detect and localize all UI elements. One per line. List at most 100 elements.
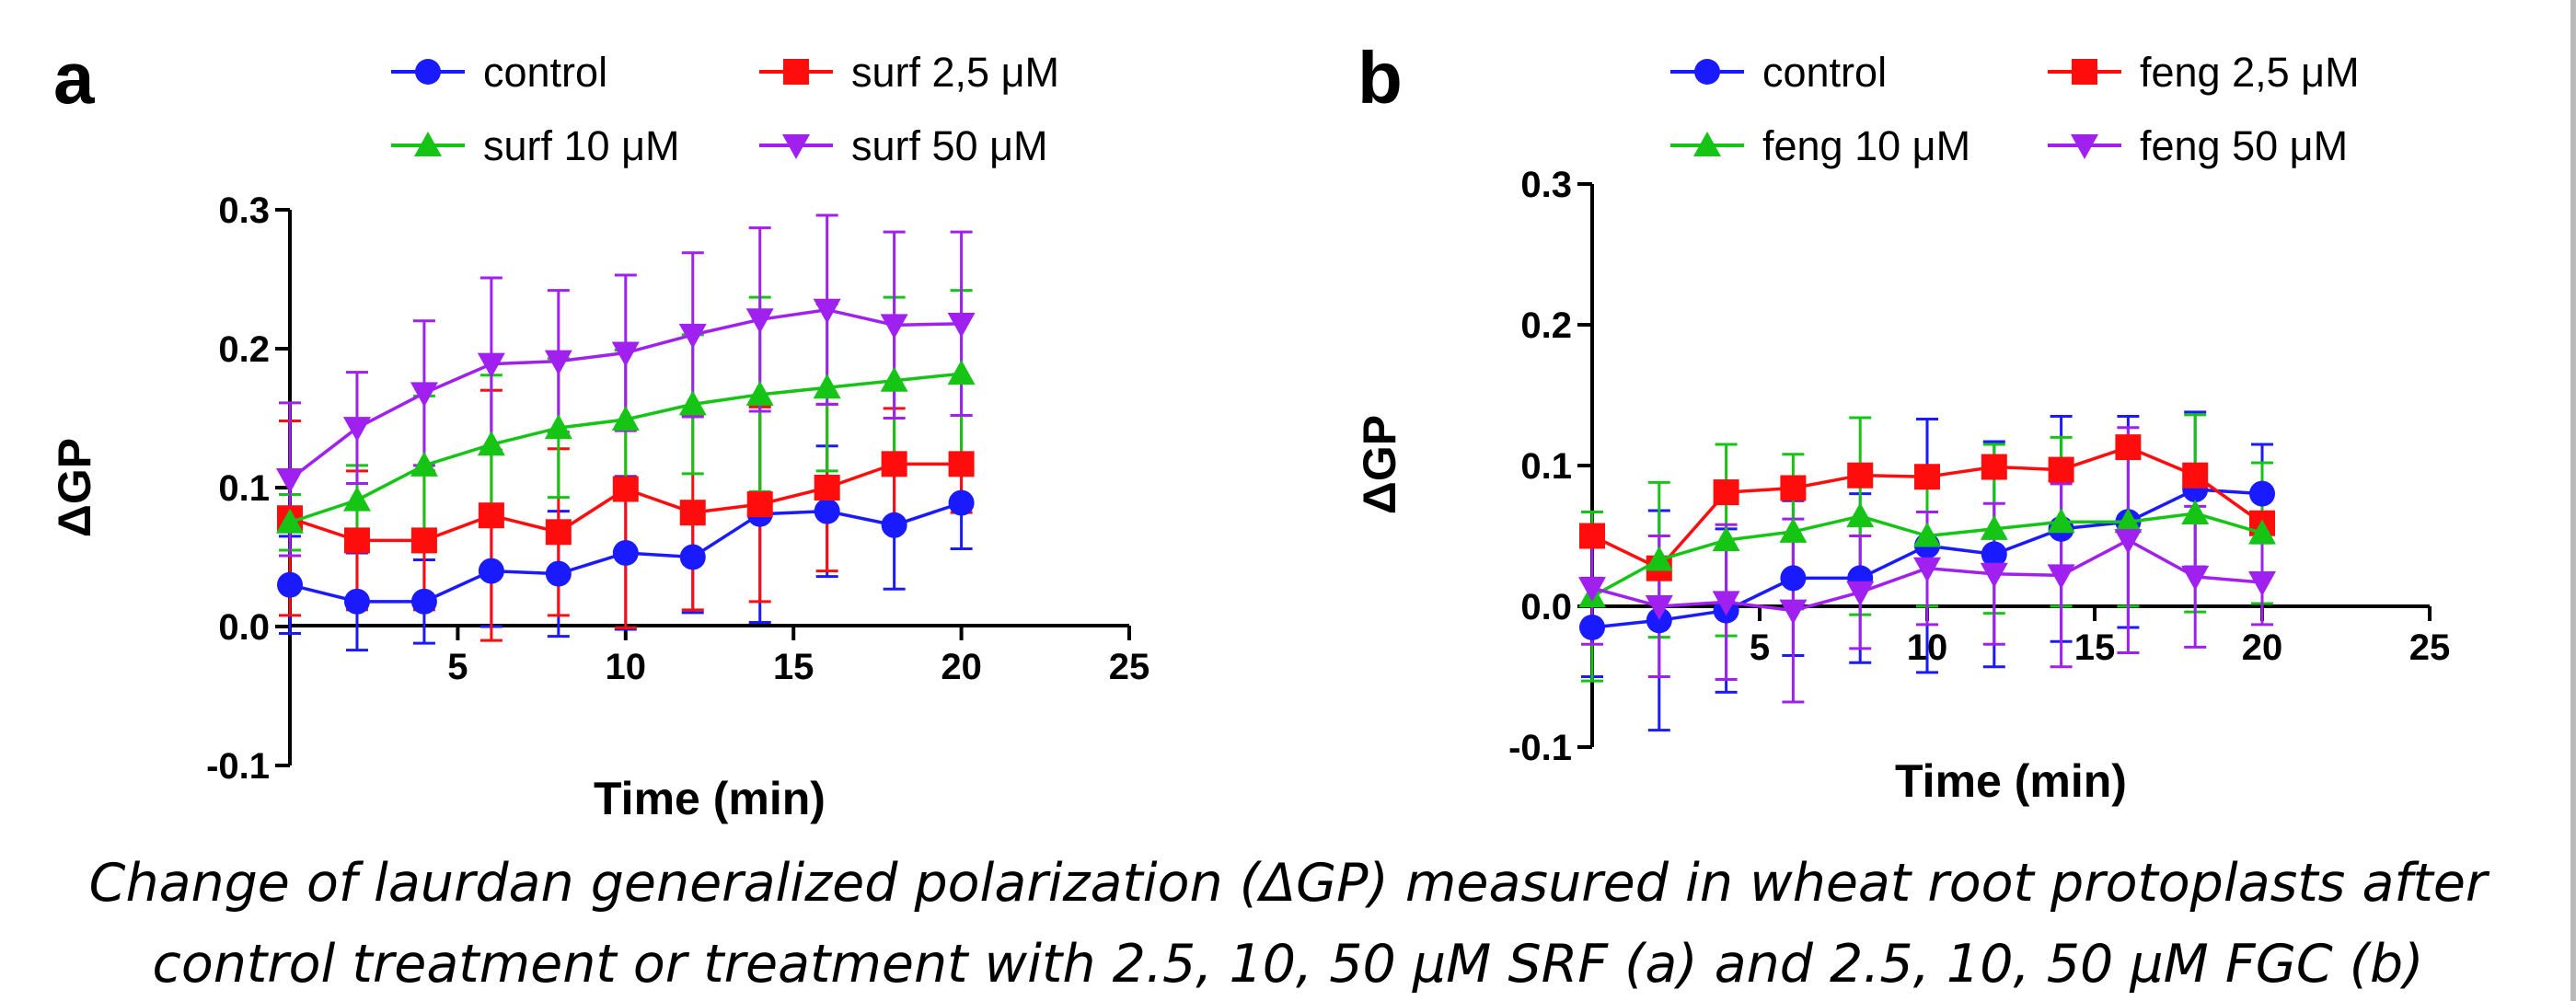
data-point	[745, 308, 774, 334]
data-point	[1846, 502, 1875, 528]
data-point	[276, 508, 304, 534]
data-point	[679, 500, 706, 526]
data-point	[2047, 564, 2075, 590]
y-tick-label: 0.3	[1520, 165, 1572, 205]
page-edge-divider	[2570, 0, 2576, 1001]
data-point	[746, 491, 773, 518]
data-point	[2248, 570, 2276, 596]
data-point	[881, 512, 907, 538]
data-point	[745, 380, 774, 406]
data-point	[342, 486, 371, 512]
legend-marker	[782, 134, 810, 159]
data-point	[1846, 581, 1875, 606]
data-point	[277, 571, 303, 598]
legend-marker	[414, 132, 442, 156]
data-point	[2048, 456, 2074, 483]
data-point	[410, 382, 438, 408]
data-point	[410, 527, 437, 554]
data-point	[1913, 522, 1941, 547]
data-point	[1980, 562, 2008, 588]
data-point	[813, 298, 841, 324]
data-point	[612, 539, 639, 566]
data-point	[1579, 614, 1605, 640]
legend-label: feng 10 μM	[1762, 122, 1970, 169]
data-point	[678, 323, 707, 349]
y-tick-label: 0.1	[1520, 446, 1572, 487]
data-point	[1712, 591, 1740, 616]
data-point	[1645, 546, 1673, 571]
data-point	[947, 312, 976, 338]
legend-label: surf 50 μM	[851, 122, 1048, 169]
data-point	[544, 414, 572, 440]
data-point	[2182, 462, 2209, 489]
x-tick-label: 20	[2242, 627, 2283, 668]
x-tick-label: 25	[2409, 627, 2451, 668]
data-point	[1713, 479, 1739, 506]
data-point	[478, 502, 504, 529]
data-point	[2115, 434, 2142, 461]
y-tick-label: 0.2	[1520, 305, 1572, 346]
data-point	[478, 558, 504, 584]
data-point	[1779, 517, 1808, 543]
y-tick-label: 0.0	[218, 607, 270, 648]
data-point	[611, 341, 640, 367]
data-point	[1646, 607, 1672, 634]
data-point	[1712, 526, 1740, 552]
panel-letter-b: b	[1357, 37, 1403, 119]
data-point	[2248, 519, 2276, 545]
data-point	[679, 544, 706, 570]
data-point	[880, 314, 908, 339]
data-point	[1914, 464, 1940, 490]
data-point	[342, 417, 371, 443]
x-axis-title: Time (min)	[594, 773, 826, 824]
data-point	[1780, 565, 1807, 592]
legend-label: feng 50 μM	[2140, 122, 2348, 169]
data-point	[2249, 480, 2275, 507]
x-tick-label: 15	[2074, 627, 2116, 668]
data-point	[1980, 514, 2008, 540]
data-point	[947, 360, 976, 385]
y-tick-label: -0.1	[206, 746, 270, 787]
y-tick-label: 0.1	[218, 468, 270, 509]
data-point	[477, 352, 505, 378]
x-tick-label: 5	[1750, 627, 1770, 668]
data-point	[948, 489, 975, 516]
legend-label: control	[483, 49, 607, 96]
data-point	[814, 475, 840, 500]
y-tick-label: 0.0	[1520, 587, 1572, 627]
data-point	[544, 350, 572, 375]
data-point	[2114, 508, 2143, 534]
data-point	[1780, 475, 1807, 501]
data-point	[2181, 565, 2210, 591]
x-axis-title: Time (min)	[1895, 755, 2127, 807]
x-tick-label: 20	[941, 647, 982, 687]
data-point	[814, 498, 840, 524]
x-tick-label: 25	[1109, 647, 1150, 687]
data-point	[1645, 595, 1673, 620]
data-point	[611, 406, 640, 431]
y-axis-title: ΔGP	[1354, 415, 1405, 514]
data-point	[1579, 523, 1605, 549]
data-point	[2181, 500, 2210, 525]
data-point	[410, 451, 438, 477]
data-point	[1913, 557, 1941, 582]
chart-panel-a: -0.1 0.0 0.1 0.2 0.3 5 10 15 20 25 Time (min) ΔGP co…	[49, 49, 1149, 824]
legend-marker	[783, 59, 809, 85]
data-point	[276, 467, 304, 493]
y-axis-title: ΔGP	[49, 438, 100, 537]
data-point	[1847, 462, 1874, 489]
x-tick-label: 10	[606, 647, 647, 687]
data-point	[2047, 508, 2075, 534]
data-point	[813, 374, 841, 399]
data-point	[410, 588, 437, 615]
legend-label: feng 2,5 μM	[2140, 49, 2360, 96]
data-point	[612, 476, 639, 502]
legend-label: control	[1762, 49, 1887, 96]
x-tick-label: 15	[773, 647, 814, 687]
data-point	[343, 588, 370, 615]
data-point	[2114, 529, 2143, 555]
data-point	[1981, 454, 2007, 480]
y-tick-label: 0.3	[218, 190, 270, 231]
